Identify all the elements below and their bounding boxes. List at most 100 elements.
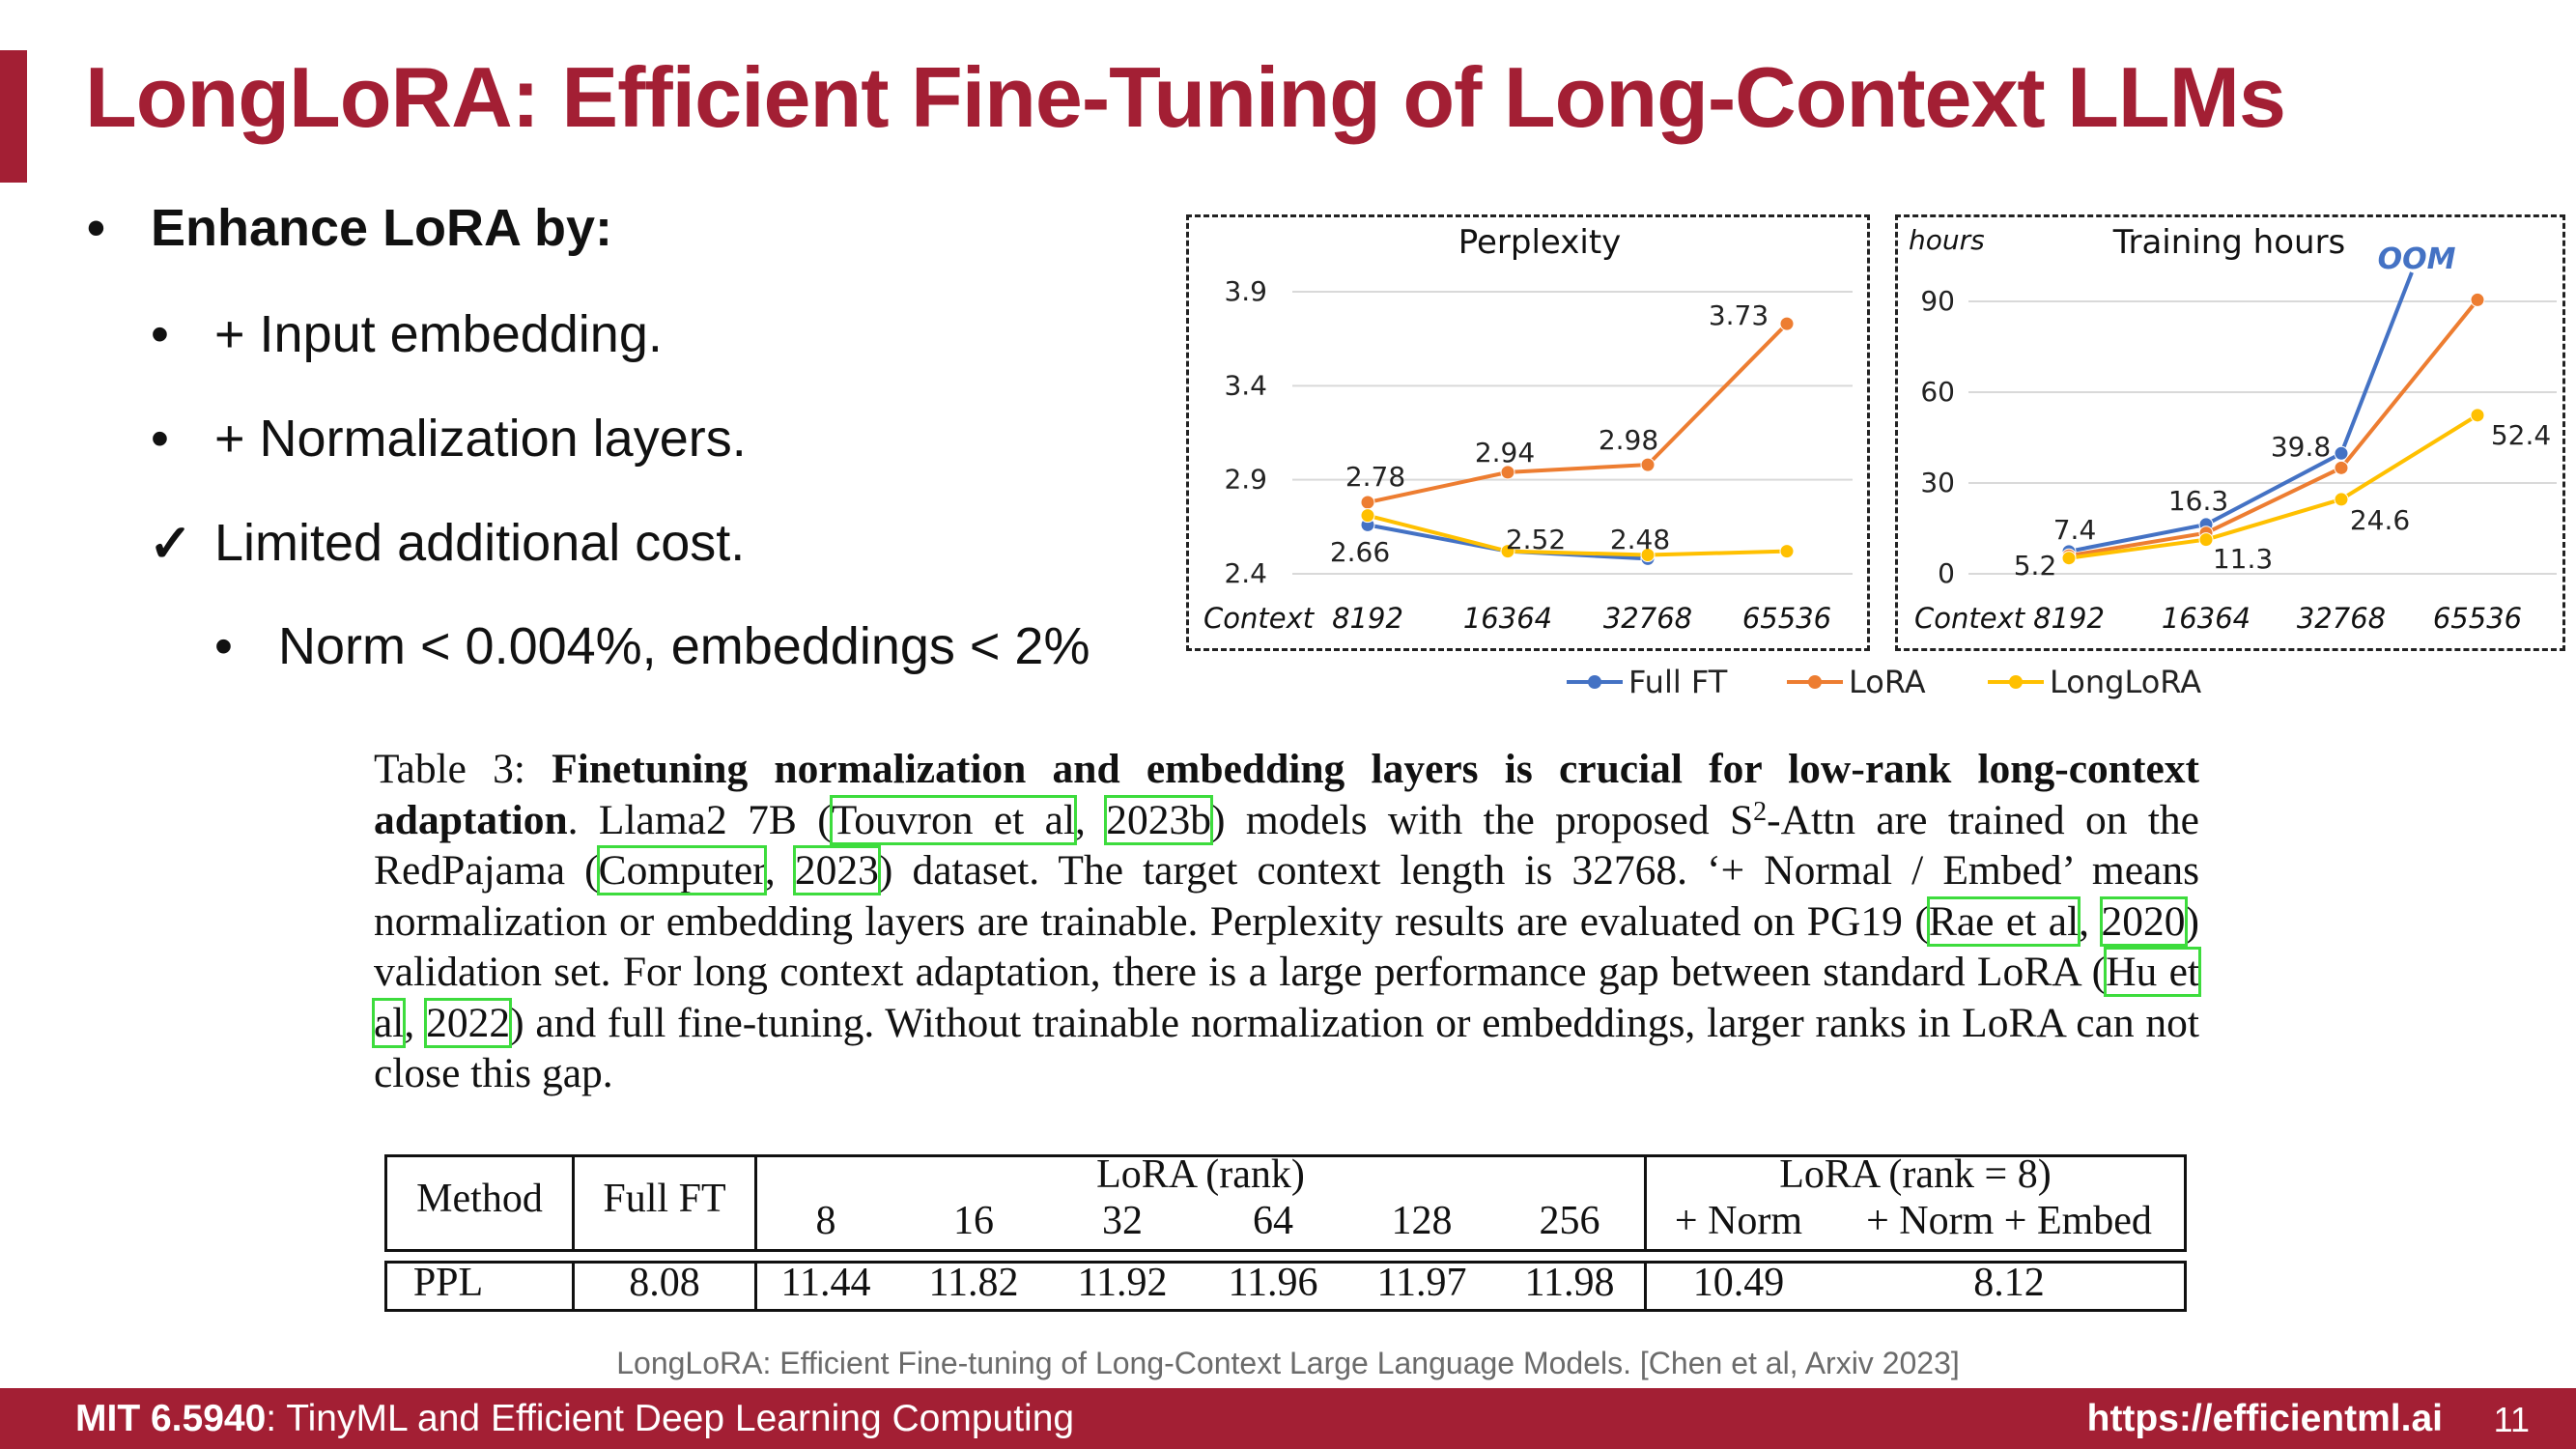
y-tick-label: 2.9 [1224,464,1267,496]
table-header-rank: 8 [815,1199,836,1243]
data-point [1640,548,1656,563]
table-header-lora-rank8: LoRA (rank = 8) [1779,1152,2052,1197]
table-border-left [384,1261,387,1312]
citation-link[interactable]: Computer [596,845,767,895]
chart-title: Perplexity [1458,223,1622,262]
table-header-norm: + Norm [1674,1199,1803,1243]
data-label: 2.98 [1599,424,1658,456]
table-header-rank: 256 [1539,1199,1600,1243]
y-tick-label: 0 [1938,557,1955,589]
data-label: 2.78 [1345,461,1405,493]
training-hours-chart: 0 30 60 90 Training hours hours Context 8192 163… [1909,223,2557,635]
table-cell: 8.08 [629,1261,700,1305]
table-header-rank: 32 [1102,1199,1143,1243]
data-point [1500,465,1515,480]
caption-text: , [1075,796,1107,843]
x-axis-label: Context [1203,602,1316,635]
y-tick-label: 3.4 [1224,369,1267,401]
table-col-sep [1644,1154,1647,1249]
data-point [2334,492,2349,507]
series-line-longlora [2068,413,2479,560]
table-cell: 11.44 [780,1261,871,1305]
y-tick-label: 60 [1920,376,1955,408]
x-tick-label: 8192 [2033,602,2105,635]
data-label: 16.3 [2168,485,2228,517]
citation-link[interactable]: 2023 [792,845,881,895]
table-cell: 11.92 [1077,1261,1168,1305]
table-border-left [384,1154,387,1249]
course-name: MIT 6.5940: TinyML and Efficient Deep Le… [75,1398,1074,1440]
x-tick-label: 8192 [1332,602,1403,635]
caption-text: -Attn are trained on the RedPajama ( [374,796,2199,895]
citation-link[interactable]: Rae et al [1926,895,2081,947]
x-tick-label: 65536 [1742,602,1831,635]
caption-text: ) dataset. The target context length is … [374,847,2199,945]
bullet-text: Limited additional cost. [214,514,746,572]
bullet-enhance-lora: • Enhance LoRA by: [87,198,613,258]
bullet-mark: • [151,410,169,468]
table-header-fullft: Full FT [603,1177,726,1221]
table-border-mid-bottom [384,1261,2187,1264]
slide-title: LongLoRA: Efficient Fine-Tuning of Long-… [85,49,2286,145]
table-border-top [384,1154,2187,1157]
table-header-rank: 128 [1391,1199,1453,1243]
training-hours-chart-frame [1895,214,2565,651]
table-header-rank: 16 [953,1199,994,1243]
data-point [1360,508,1375,524]
bullet-mark: • [87,199,105,257]
caption-text: , [764,847,795,894]
table-cell: 11.96 [1228,1261,1318,1305]
y-tick-label: 30 [1920,467,1955,498]
caption-text: , [404,999,427,1046]
legend-swatch-marker [1808,675,1822,689]
x-tick-label: 32768 [1603,602,1692,635]
checkmark-icon: ✓ [149,515,193,573]
data-label: 2.48 [1610,524,1670,555]
x-tick-label: 65536 [2433,602,2522,635]
series-line-lora [2068,298,2479,558]
bullet-normalization: • + Normalization layers. [151,409,747,469]
legend-label: LongLoRA [2050,664,2201,700]
data-label: 11.3 [2213,543,2273,575]
bullet-text: Norm < 0.004%, embeddings < 2% [278,617,1090,675]
data-label: 7.4 [2053,514,2097,546]
data-point [2470,408,2485,423]
x-tick-label: 16364 [2162,602,2250,635]
table-col-sep [572,1154,575,1249]
citation-link[interactable]: 2023b [1104,794,1214,845]
x-tick-label: 32768 [2297,602,2386,635]
bullet-limited-cost: ✓ Limited additional cost. [149,513,746,573]
table-row-label: PPL [412,1261,484,1305]
table-cell: 11.82 [928,1261,1019,1305]
table-border-bottom [384,1309,2187,1312]
course-title: : TinyML and Efficient Deep Learning Com… [266,1398,1075,1439]
bullet-text: Enhance LoRA by: [151,199,613,257]
chart-legend: Full FT LoRA LongLoRA [1567,664,2201,700]
chart-title: Training hours [2112,223,2346,262]
table-header-norm-embed: + Norm + Embed [1866,1199,2152,1243]
data-point [1779,544,1795,559]
caption-text: ) and full fine-tuning. Without trainabl… [374,999,2199,1097]
bullet-mark: • [214,617,233,675]
series-line-full-ft [2068,271,2414,554]
data-label: 52.4 [2491,419,2551,451]
data-point [2334,460,2349,475]
data-label: 2.94 [1475,437,1535,469]
data-point [1360,495,1375,510]
page-number: 11 [2493,1400,2530,1439]
series-line-lora [1367,322,1789,504]
table-border-right [2184,1154,2187,1249]
citation-link[interactable]: 2022 [424,997,513,1048]
table-cell: 10.49 [1692,1261,1785,1305]
course-code: MIT 6.5940 [75,1398,267,1439]
perplexity-chart-frame [1186,214,1870,651]
citation-link[interactable]: Hu et al [372,947,2201,1048]
course-url[interactable]: https://efficientml.ai [2086,1398,2443,1439]
x-axis-label: Context [1914,602,2026,635]
citation-link[interactable]: Touvron et al [829,794,1078,845]
y-tick-label: 90 [1920,285,1955,317]
table-col-sep [572,1261,575,1312]
table-header-rank: 64 [1253,1199,1293,1243]
oom-annotation: OOM [2378,242,2456,276]
citation-link[interactable]: 2020 [2099,895,2188,947]
